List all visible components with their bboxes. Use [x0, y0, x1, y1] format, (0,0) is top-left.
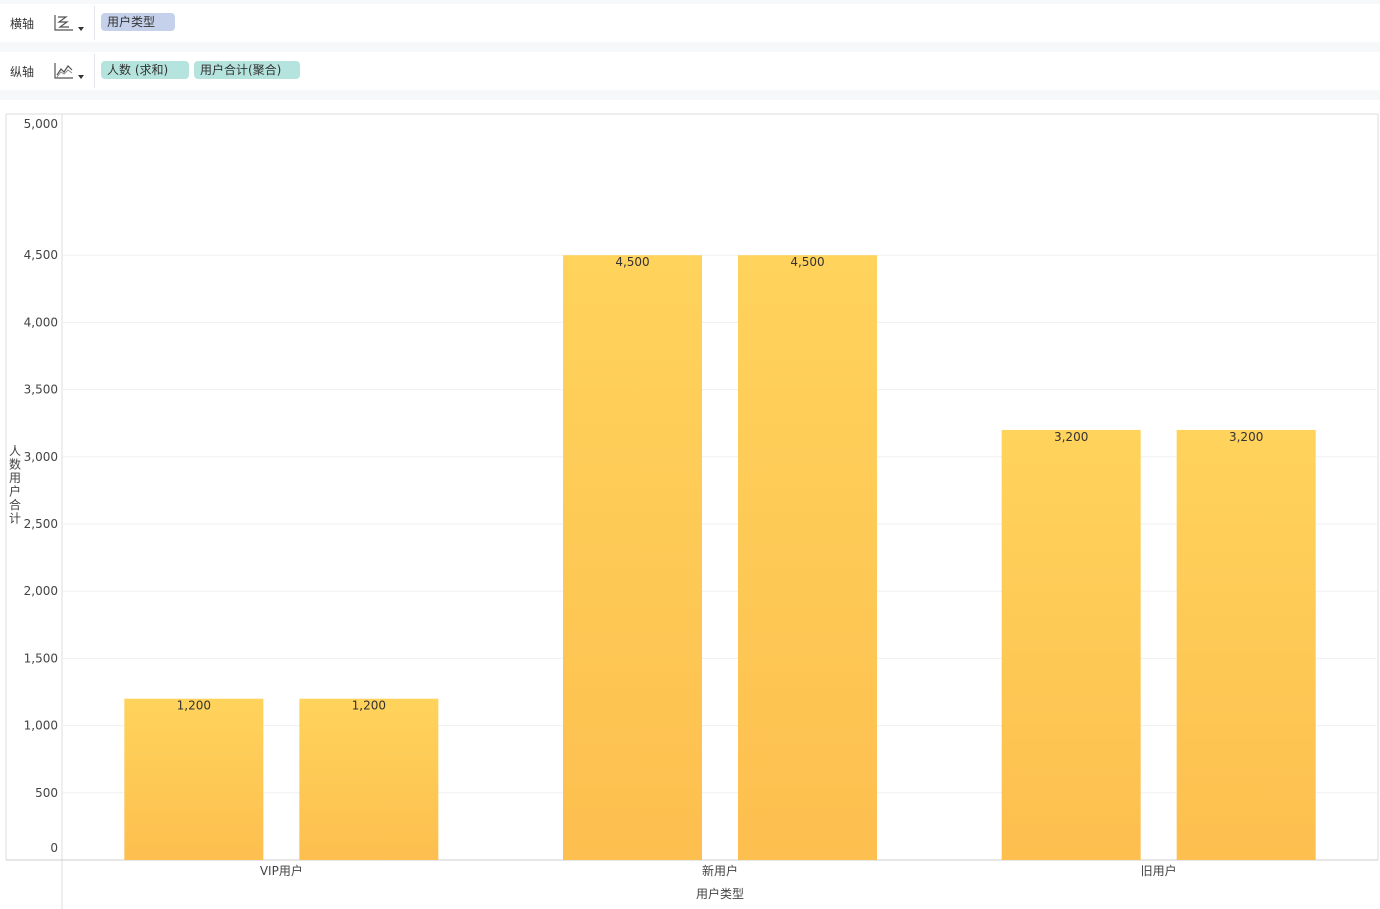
- data-label: 3,200: [1054, 430, 1088, 444]
- y-tick-label: 2,500: [24, 517, 58, 531]
- x-tick-label: 新用户: [702, 863, 738, 878]
- bar: [299, 698, 439, 860]
- bar: [124, 698, 264, 860]
- divider: [94, 54, 95, 88]
- field-pill-user-total-agg[interactable]: 用户合计(聚合): [194, 61, 300, 79]
- data-label: 3,200: [1229, 430, 1263, 444]
- chevron-down-icon: [78, 75, 84, 79]
- x-axis-config-row: 横轴 用户类型: [0, 4, 1380, 42]
- field-pill-headcount-sum[interactable]: 人数 (求和): [101, 61, 189, 79]
- y-tick-label: 5,000: [24, 117, 58, 131]
- x-tick-label: 旧用户: [1141, 863, 1177, 878]
- y-tick-label: 1,000: [24, 719, 58, 733]
- divider: [94, 6, 95, 40]
- line-chart-icon: [54, 63, 73, 79]
- y-axis-label: 纵轴: [10, 65, 35, 79]
- y-axis-title: 人数用户合计: [9, 444, 21, 526]
- x-axis-title: 用户类型: [696, 886, 744, 901]
- bar-chart: 0 500 1,000 1,500 2,000 2,500 3,000 3,500 4,000 4…: [5, 113, 1379, 909]
- y-tick-label: 1,500: [24, 651, 58, 665]
- chevron-down-icon: [78, 27, 84, 31]
- chart-panel: 0 500 1,000 1,500 2,000 2,500 3,000 3,500 4,000 4…: [0, 100, 1380, 909]
- y-tick-label: 0: [50, 841, 58, 855]
- chart-type-icon: [54, 15, 73, 31]
- y-axis-config-row: 纵轴 人数 (求和) 用户合计(聚合): [0, 52, 1380, 90]
- bar: [1001, 429, 1141, 860]
- data-label: 4,500: [615, 255, 649, 269]
- data-label: 1,200: [352, 699, 386, 713]
- y-tick-label: 3,000: [24, 450, 58, 464]
- y-tick-label: 2,000: [24, 584, 58, 598]
- x-axis-chart-type-button[interactable]: [50, 10, 88, 36]
- y-tick-label: 4,500: [24, 248, 58, 262]
- x-tick-label: VIP用户: [260, 863, 303, 878]
- bar: [563, 255, 702, 860]
- x-axis-label: 横轴: [10, 17, 35, 31]
- data-label: 1,200: [177, 699, 211, 713]
- y-tick-label: 500: [35, 786, 58, 800]
- y-tick-label: 4,000: [24, 315, 58, 329]
- field-pill-user-type[interactable]: 用户类型: [101, 13, 175, 31]
- data-label: 4,500: [790, 255, 824, 269]
- bar: [738, 255, 877, 860]
- y-tick-label: 3,500: [24, 383, 58, 397]
- y-axis-chart-type-button[interactable]: [50, 58, 88, 84]
- bar: [1176, 429, 1316, 860]
